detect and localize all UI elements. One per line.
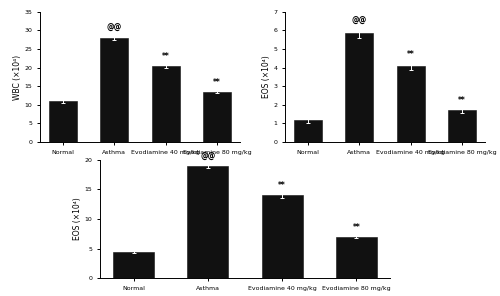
Text: **: ** bbox=[458, 96, 466, 105]
Text: **: ** bbox=[213, 78, 220, 87]
Y-axis label: EOS (×10⁴): EOS (×10⁴) bbox=[262, 56, 270, 98]
Bar bbox=[262, 195, 302, 278]
Bar bbox=[346, 33, 374, 142]
Y-axis label: WBC (×10⁴): WBC (×10⁴) bbox=[12, 54, 22, 99]
Text: @@: @@ bbox=[352, 16, 367, 25]
Text: @@: @@ bbox=[200, 152, 216, 161]
Text: **: ** bbox=[406, 50, 414, 59]
Bar bbox=[202, 92, 231, 142]
Bar bbox=[113, 252, 154, 278]
Text: **: ** bbox=[352, 223, 360, 232]
Text: **: ** bbox=[162, 52, 170, 61]
Bar bbox=[294, 120, 322, 142]
Bar bbox=[336, 237, 377, 278]
Bar bbox=[49, 101, 78, 142]
Bar bbox=[188, 166, 228, 278]
Bar bbox=[396, 66, 424, 142]
Bar bbox=[100, 38, 128, 142]
Y-axis label: EOS (×10⁴): EOS (×10⁴) bbox=[72, 198, 82, 240]
Bar bbox=[152, 66, 180, 142]
Text: @@: @@ bbox=[107, 23, 122, 32]
Bar bbox=[448, 110, 476, 142]
Text: **: ** bbox=[278, 181, 286, 190]
